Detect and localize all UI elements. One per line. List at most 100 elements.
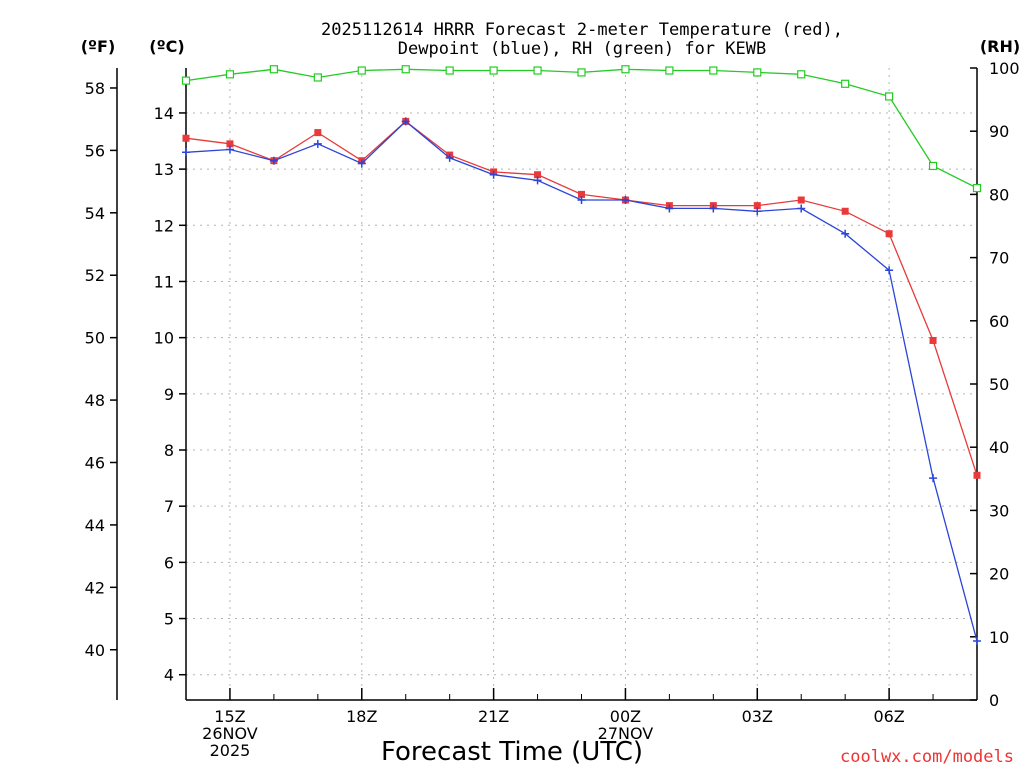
rh-point xyxy=(665,66,674,75)
rh-tick-label: 20 xyxy=(989,565,1009,584)
fahrenheit-tick-label: 54 xyxy=(85,204,105,223)
temperature-point xyxy=(534,171,542,179)
fahrenheit-tick-label: 48 xyxy=(85,391,105,410)
rh-point xyxy=(885,92,894,101)
rh-point xyxy=(401,65,410,74)
temperature-point xyxy=(753,202,761,210)
rh-point xyxy=(445,66,454,75)
dewpoint-point xyxy=(533,176,542,185)
temperature-point xyxy=(929,336,937,344)
celsius-tick-label: 6 xyxy=(164,553,174,572)
rh-tick-label: 60 xyxy=(989,312,1009,331)
dewpoint-point xyxy=(225,145,234,154)
chart-title-line1: 2025112614 HRRR Forecast 2-meter Tempera… xyxy=(321,20,843,40)
fahrenheit-tick-label: 46 xyxy=(85,453,105,472)
x-tick-label: 2025 xyxy=(210,741,251,760)
temperature-point xyxy=(885,230,893,238)
x-tick-label: 00Z xyxy=(610,707,641,726)
rh-point xyxy=(357,66,366,75)
rh-point xyxy=(489,66,498,75)
rh-point xyxy=(797,70,806,79)
rh-tick-label: 10 xyxy=(989,628,1009,647)
dewpoint-point xyxy=(445,153,454,162)
rh-tick-label: 50 xyxy=(989,375,1009,394)
rh-point xyxy=(577,68,586,77)
dewpoint-point xyxy=(753,207,762,216)
dewpoint-point xyxy=(357,159,366,168)
rh-tick-label: 70 xyxy=(989,249,1009,268)
rh-tick-label: 100 xyxy=(989,59,1020,78)
rh-point xyxy=(225,70,235,79)
celsius-tick-label: 4 xyxy=(164,666,174,685)
x-tick-label: 21Z xyxy=(478,707,509,726)
fahrenheit-tick-label: 44 xyxy=(85,516,105,535)
dewpoint-point xyxy=(269,156,278,165)
temperature-point xyxy=(182,134,190,142)
celsius-tick-label: 9 xyxy=(164,385,174,404)
temperature-point xyxy=(226,140,234,148)
celsius-tick-label: 8 xyxy=(164,441,174,460)
rh-point xyxy=(181,76,191,85)
x-tick-label: 03Z xyxy=(742,707,773,726)
rh-point xyxy=(972,183,982,193)
rh-point xyxy=(928,161,938,171)
temperature-point xyxy=(797,196,805,204)
data-series xyxy=(181,65,982,646)
celsius-tick-label: 14 xyxy=(154,104,174,123)
fahrenheit-tick-label: 58 xyxy=(85,79,105,98)
chart-title-line2: Dewpoint (blue), RH (green) for KEWB xyxy=(398,39,766,59)
dewpoint-point xyxy=(313,139,322,148)
rh-point xyxy=(269,65,278,74)
dewpoint-point xyxy=(665,204,674,213)
dewpoint-point xyxy=(841,229,850,238)
celsius-tick-label: 12 xyxy=(154,216,174,235)
rh-tick-label: 30 xyxy=(989,501,1009,520)
dewpoint-point xyxy=(401,117,410,126)
rh-unit-label: (RH) xyxy=(980,37,1020,56)
celsius-tick-label: 10 xyxy=(154,329,174,348)
celsius-tick-label: 7 xyxy=(164,497,174,516)
rh-tick-label: 80 xyxy=(989,185,1009,204)
rh-point xyxy=(841,79,850,88)
fahrenheit-tick-label: 42 xyxy=(85,578,105,597)
temperature-point xyxy=(314,129,322,137)
x-tick-label: 27NOV xyxy=(598,724,654,743)
x-tick-label: 06Z xyxy=(873,707,904,726)
celsius-tick-label: 5 xyxy=(164,610,174,629)
rh-point xyxy=(313,73,322,82)
fahrenheit-tick-label: 56 xyxy=(85,141,105,160)
temperature-point xyxy=(973,471,981,479)
dewpoint-point xyxy=(577,196,586,205)
temperature-point xyxy=(578,190,585,198)
celsius-tick-label: 11 xyxy=(154,272,174,291)
credit-text: coolwx.com/models xyxy=(840,747,1014,767)
dewpoint-point xyxy=(929,474,938,483)
fahrenheit-tick-label: 40 xyxy=(85,641,105,660)
x-tick-label: 26NOV xyxy=(202,724,258,743)
dewpoint-point xyxy=(709,204,718,213)
rh-point xyxy=(709,66,718,75)
rh-line xyxy=(185,68,978,189)
dewpoint-point xyxy=(797,204,806,213)
temperature-line xyxy=(185,120,978,476)
celsius-unit-label: (ºC) xyxy=(149,37,184,56)
rh-tick-label: 90 xyxy=(989,122,1009,141)
grid-lines xyxy=(186,68,977,700)
dewpoint-point xyxy=(885,266,894,275)
x-tick-label: 18Z xyxy=(346,707,377,726)
dewpoint-point xyxy=(973,637,981,646)
x-tick-label: 15Z xyxy=(214,707,245,726)
fahrenheit-unit-label: (ºF) xyxy=(81,37,116,56)
fahrenheit-tick-label: 50 xyxy=(85,329,105,348)
axis-ticks: 4567891011121314404244464850525456580102… xyxy=(85,59,1020,760)
x-axis-label: Forecast Time (UTC) xyxy=(381,737,643,767)
temperature-point xyxy=(841,207,849,215)
rh-tick-label: 0 xyxy=(989,691,999,710)
rh-point xyxy=(533,66,542,75)
rh-point xyxy=(753,68,762,77)
fahrenheit-tick-label: 52 xyxy=(85,266,105,285)
dewpoint-point xyxy=(621,196,630,205)
rh-point xyxy=(621,65,630,74)
celsius-tick-label: 13 xyxy=(154,160,174,179)
